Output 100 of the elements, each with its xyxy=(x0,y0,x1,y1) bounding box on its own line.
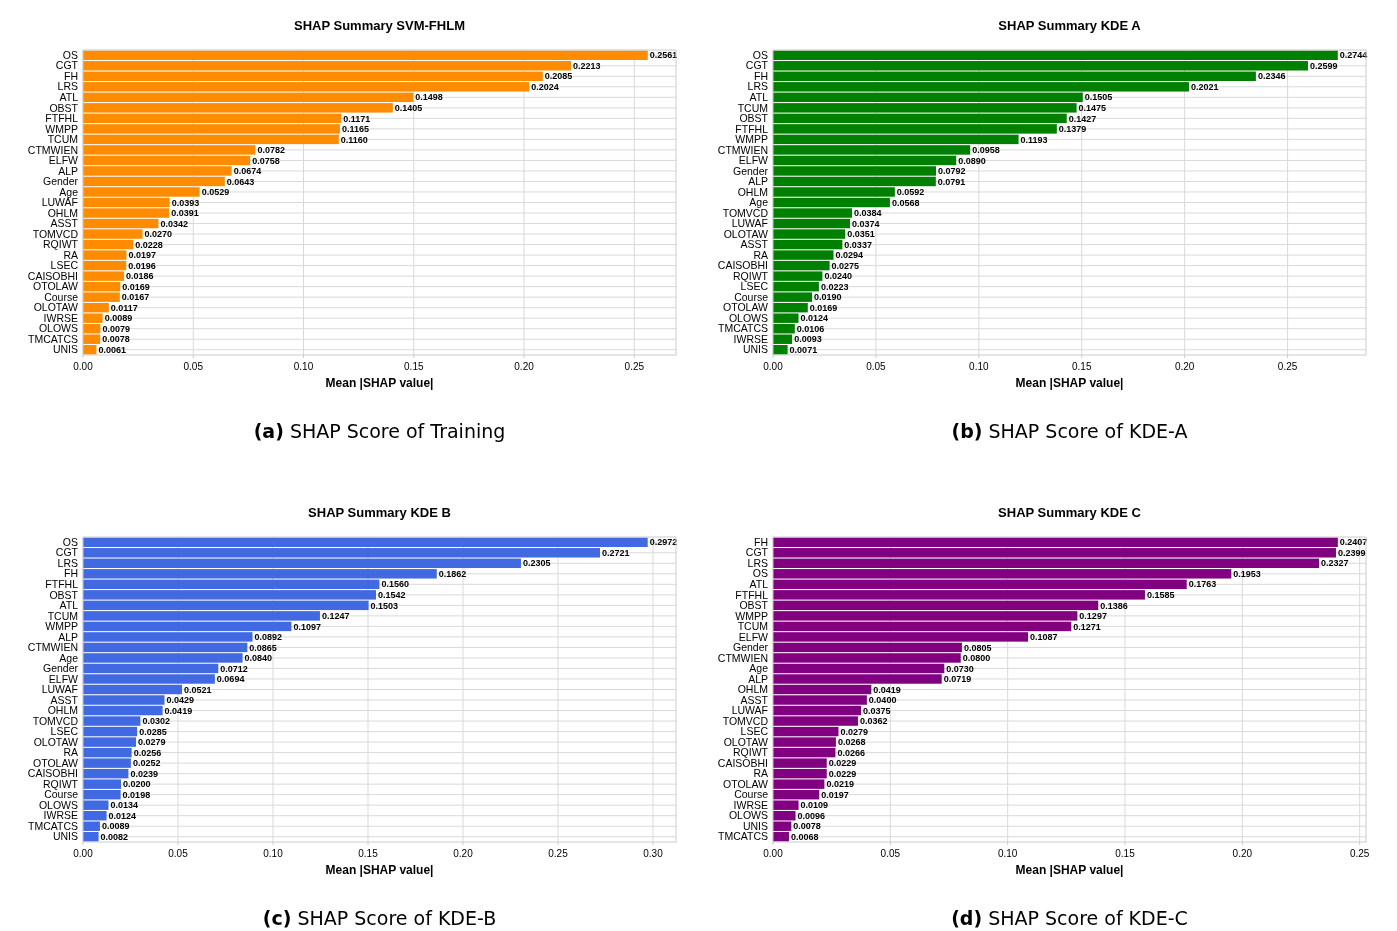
data-label: 0.0117 xyxy=(110,302,138,313)
y-tick-label: FH xyxy=(64,567,78,580)
y-tick-label: TCUM xyxy=(737,620,768,633)
y-tick-label: LUWAF xyxy=(41,196,78,209)
data-label: 0.0078 xyxy=(793,821,821,832)
y-tick-label: CGT xyxy=(745,546,769,559)
data-label: 0.0374 xyxy=(851,218,880,229)
data-label: 0.0342 xyxy=(160,218,188,229)
y-tick-label: TOMVCD xyxy=(32,714,79,727)
y-tick-label: OBST xyxy=(49,588,79,601)
y-tick-label: ATL xyxy=(749,91,769,103)
data-label: 0.0419 xyxy=(873,684,901,695)
data-label: 0.2399 xyxy=(1337,547,1366,558)
data-label: 0.0240 xyxy=(824,271,852,282)
x-tick-label: 0.25 xyxy=(1277,361,1298,372)
data-label: 0.2346 xyxy=(1257,71,1286,82)
data-label: 0.0124 xyxy=(108,810,137,821)
data-label: 0.2407 xyxy=(1339,537,1368,548)
y-tick-label: LSEC xyxy=(50,259,79,272)
data-label: 0.0196 xyxy=(128,260,156,271)
y-tick-label: RQIWT xyxy=(733,269,769,282)
data-label: 0.0198 xyxy=(122,789,151,800)
data-label: 0.0294 xyxy=(835,250,864,261)
y-tick-label: UNIS xyxy=(742,819,768,832)
y-tick-label: TMCATCS xyxy=(718,830,768,843)
data-label: 0.0958 xyxy=(972,145,1000,156)
data-label: 0.0190 xyxy=(814,292,842,303)
y-tick-label: FTFHL xyxy=(45,578,79,590)
y-tick-label: UNIS xyxy=(52,830,78,843)
data-label: 0.0791 xyxy=(937,176,966,187)
x-tick-label: 0.20 xyxy=(514,361,535,372)
y-tick-label: ATL xyxy=(59,91,79,103)
data-label: 0.1427 xyxy=(1068,113,1097,124)
x-tick-label: 0.20 xyxy=(1232,848,1253,859)
data-label: 0.0093 xyxy=(794,334,822,345)
data-label: 0.0109 xyxy=(800,800,829,811)
y-tick-label: OLOWS xyxy=(728,311,768,324)
y-tick-label: TOMVCD xyxy=(32,227,79,240)
x-tick-label: 0.30 xyxy=(643,848,664,859)
data-label: 0.0256 xyxy=(133,747,162,758)
data-label: 0.2085 xyxy=(544,71,573,82)
data-label: 0.0071 xyxy=(789,344,818,355)
y-tick-label: UNIS xyxy=(742,343,768,356)
x-tick-label: 0.15 xyxy=(404,361,424,372)
data-label: 0.1097 xyxy=(293,621,321,632)
data-label: 0.2721 xyxy=(602,547,630,558)
data-label: 0.1165 xyxy=(341,124,369,135)
data-label: 0.1379 xyxy=(1058,124,1087,135)
y-tick-label: OS xyxy=(62,535,78,548)
data-label: 0.0521 xyxy=(183,684,212,695)
data-label: 0.0337 xyxy=(844,239,872,250)
y-tick-label: FH xyxy=(64,69,78,82)
y-tick-label: WMPP xyxy=(735,609,768,622)
y-tick-label: ELFW xyxy=(738,154,769,167)
data-label: 0.1498 xyxy=(415,92,443,103)
chart-title: SHAP Summary SVM-FHLM xyxy=(294,18,465,33)
data-label: 0.0279 xyxy=(840,726,868,737)
data-label: 0.0266 xyxy=(837,747,865,758)
data-label: 0.0079 xyxy=(102,323,130,334)
data-label: 0.0890 xyxy=(958,155,986,166)
data-label: 0.0239 xyxy=(130,768,158,779)
y-tick-label: OHLM xyxy=(47,704,78,717)
y-tick-label: FH xyxy=(754,69,768,82)
data-label: 0.0419 xyxy=(164,705,193,716)
data-label: 0.0229 xyxy=(828,768,857,779)
data-label: 0.1405 xyxy=(394,102,423,113)
y-tick-label: Course xyxy=(44,788,79,801)
x-tick-label: 0.10 xyxy=(969,361,989,372)
data-label: 0.0674 xyxy=(233,166,262,177)
y-tick-label: ALP xyxy=(58,164,78,177)
y-tick-label: FH xyxy=(754,535,768,548)
y-tick-label: OHLM xyxy=(737,683,768,696)
data-label: 0.0275 xyxy=(831,260,860,271)
x-tick-label: 0.00 xyxy=(763,848,784,859)
data-label: 0.1297 xyxy=(1079,611,1107,622)
y-tick-label: Age xyxy=(59,651,79,664)
data-label: 0.1953 xyxy=(1233,568,1261,579)
data-label: 0.0169 xyxy=(809,302,838,313)
x-axis-title: Mean |SHAP value| xyxy=(325,376,434,390)
x-tick-label: 0.10 xyxy=(997,848,1018,859)
data-label: 0.0393 xyxy=(171,197,200,208)
y-tick-label: LRS xyxy=(57,556,78,569)
data-label: 0.2599 xyxy=(1309,60,1338,71)
y-tick-label: TMCATCS xyxy=(28,819,78,832)
y-tick-label: ATL xyxy=(749,578,769,590)
y-tick-label: CGT xyxy=(745,59,769,72)
x-tick-label: 0.00 xyxy=(73,361,94,372)
x-tick-label: 0.05 xyxy=(183,361,204,372)
data-label: 0.0169 xyxy=(122,281,150,292)
y-tick-label: CAISOBHI xyxy=(27,767,78,780)
y-tick-label: OLOTAW xyxy=(33,735,79,748)
data-label: 0.0429 xyxy=(166,695,195,706)
data-label: 0.0391 xyxy=(171,208,199,219)
data-label: 0.1171 xyxy=(343,113,371,124)
y-tick-label: Gender xyxy=(732,641,769,654)
y-tick-label: Gender xyxy=(732,164,769,177)
chart-title: SHAP Summary KDE C xyxy=(998,505,1142,520)
data-label: 0.0592 xyxy=(896,187,925,198)
data-label: 0.2561 xyxy=(649,50,678,61)
y-tick-label: ALP xyxy=(748,175,768,188)
